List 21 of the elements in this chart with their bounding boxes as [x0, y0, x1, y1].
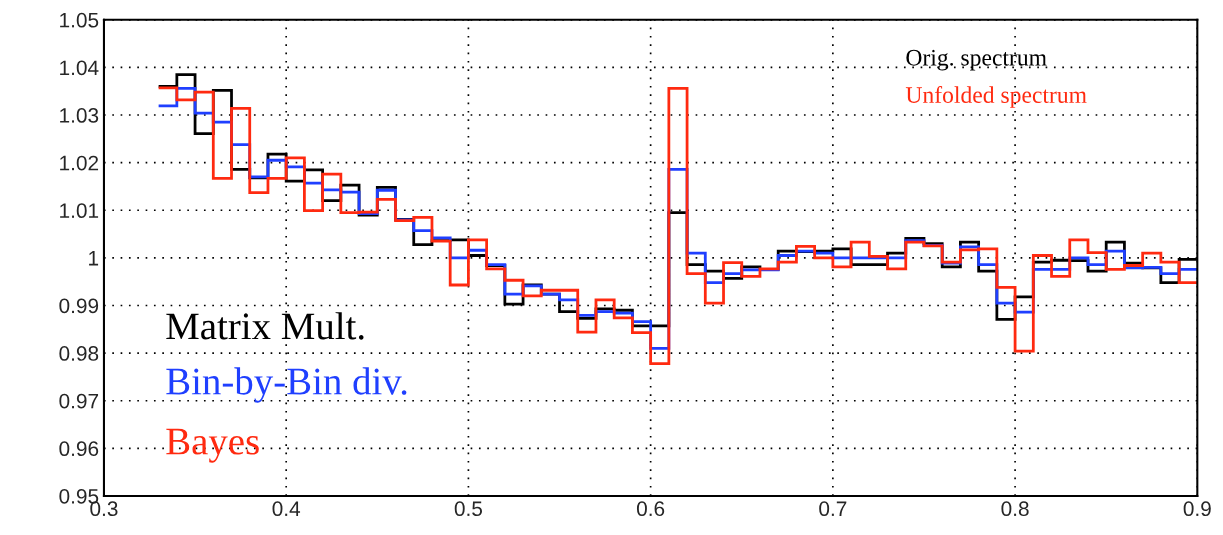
y-tick-label: 1.02 — [60, 155, 99, 171]
x-tick-label: 0.4 — [272, 501, 301, 517]
y-tick-label: 1.03 — [60, 108, 99, 123]
y-tick-label: 0.97 — [59, 393, 99, 409]
annotation: Orig. spectrum — [906, 49, 1047, 71]
text: Matrix Mult. — [166, 312, 364, 340]
text: Bin-by-Bin div. — [166, 367, 407, 403]
annotation: Unfolded spectrum — [905, 86, 1087, 108]
y-tick-label: 1.01 — [60, 203, 99, 219]
y-tick-label: 1.04 — [60, 60, 99, 76]
x-tick-label: 0.8 — [1001, 501, 1029, 517]
x-tick-label: 0.7 — [819, 501, 847, 517]
x-tick-label: 0.6 — [636, 501, 665, 517]
x-tick-label: 0.5 — [454, 501, 483, 517]
text: Bayes — [166, 428, 259, 463]
x-tick-label: 0.9 — [1183, 501, 1211, 517]
y-tick-label: 0.98 — [59, 346, 99, 361]
y-tick-label: 1 — [89, 251, 99, 266]
y-tick-label: 0.99 — [59, 298, 99, 314]
y-tick-label: 1.05 — [60, 12, 99, 28]
y-tick-label: 0.96 — [59, 441, 99, 457]
